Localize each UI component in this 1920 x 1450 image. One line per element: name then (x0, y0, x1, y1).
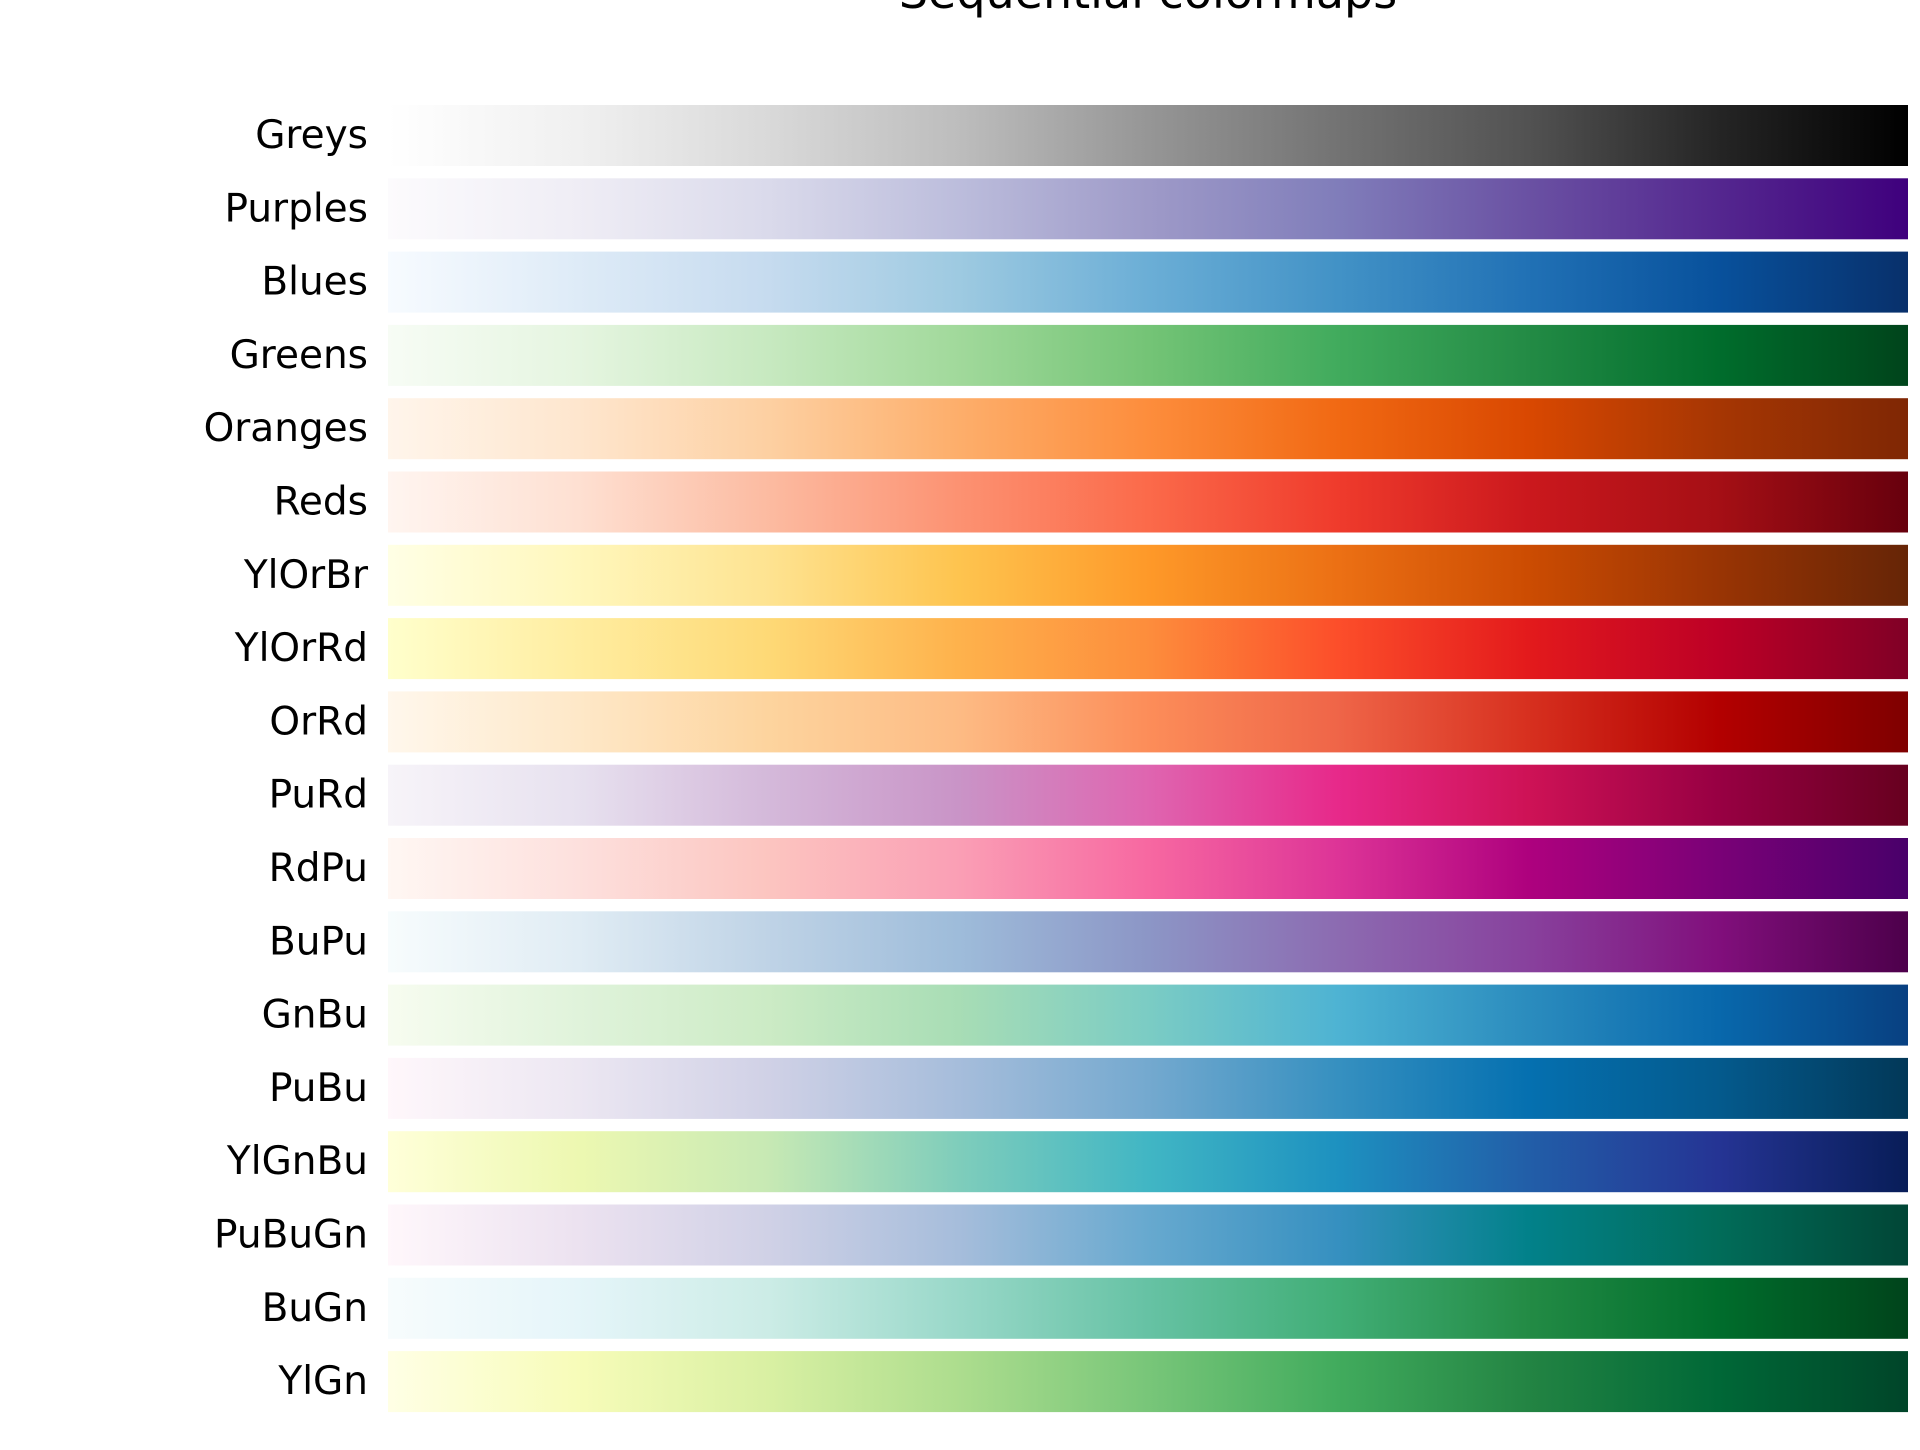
colormap-label-pubu: PuBu (269, 1066, 368, 1111)
colormap-bar-greys (388, 105, 1908, 166)
chart-title: Sequential colormaps (899, 0, 1397, 19)
colormap-label-purples: Purples (225, 186, 369, 231)
colormap-bar-ylorrd (388, 618, 1908, 680)
colormap-bar-gnbu (388, 984, 1908, 1046)
colormap-label-oranges: Oranges (204, 406, 368, 451)
colormap-label-bugn: BuGn (262, 1286, 368, 1331)
colormap-label-reds: Reds (274, 480, 368, 525)
colormap-label-ylorrd: YlOrRd (234, 626, 368, 671)
colormap-bar-pubugn (388, 1204, 1908, 1266)
colormap-bar-oranges (388, 398, 1908, 460)
colormap-bar-ylgn (388, 1351, 1908, 1413)
colormap-bar-greens (388, 324, 1908, 386)
colormap-bar-blues (388, 251, 1908, 313)
colormap-label-ylgn: YlGn (277, 1359, 368, 1404)
colormap-label-greens: Greens (230, 333, 368, 378)
colormap-label-ylorbr: YlOrBr (243, 553, 369, 598)
colormap-bars: Greys Purples Blues Greens Oranges Reds YlOrBr… (204, 105, 1908, 1413)
colormap-bar-reds (388, 471, 1908, 533)
colormap-bar-ylorbr (388, 544, 1908, 606)
colormap-bar-bugn (388, 1277, 1908, 1339)
colormap-label-orrd: OrRd (269, 699, 368, 744)
colormap-label-bupu: BuPu (269, 919, 368, 964)
colormap-bar-purd (388, 764, 1908, 826)
colormap-bar-orrd (388, 691, 1908, 753)
colormap-label-pubugn: PuBuGn (214, 1213, 368, 1258)
colormap-label-greys: Greys (255, 113, 368, 158)
colormap-label-gnbu: GnBu (262, 993, 368, 1038)
colormap-label-rdpu: RdPu (269, 846, 368, 891)
colormap-label-ylgnbu: YlGnBu (226, 1139, 368, 1184)
colormap-label-blues: Blues (261, 260, 368, 305)
colormap-bar-purples (388, 178, 1908, 240)
colormap-bar-rdpu (388, 838, 1908, 899)
colormap-bar-bupu (388, 911, 1908, 973)
colormap-bar-pubu (388, 1057, 1908, 1119)
colormap-label-purd: PuRd (269, 773, 368, 818)
colormap-bar-ylgnbu (388, 1131, 1908, 1193)
